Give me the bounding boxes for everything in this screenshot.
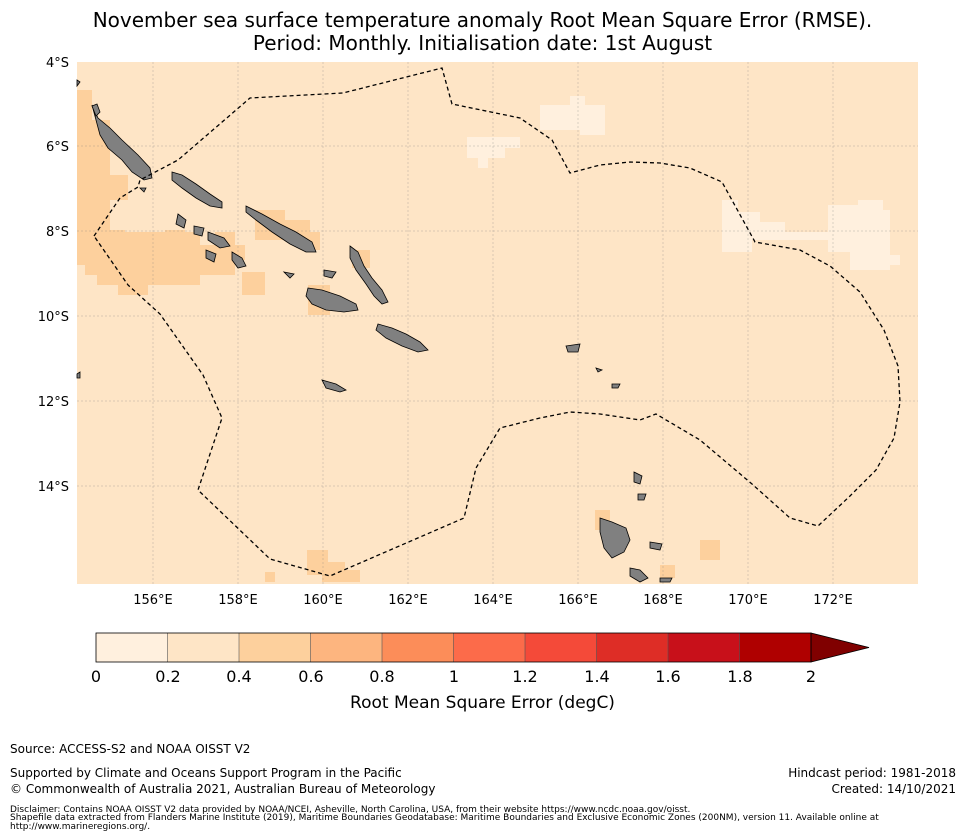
lon-label: 172°E — [813, 593, 853, 608]
latitude-labels: 4°S 6°S 8°S 10°S 12°S 14°S — [38, 56, 69, 495]
longitude-labels: 156°E 158°E 160°E 162°E 164°E 166°E 168°… — [133, 593, 853, 608]
colorbar-segment — [525, 633, 597, 662]
created-date: Created: 14/10/2021 — [831, 782, 956, 796]
colorbar-extend-arrow — [810, 632, 870, 663]
new-georgia-island — [175, 213, 187, 229]
bougainville-island — [91, 104, 153, 181]
colorbar-segment — [739, 633, 812, 662]
copyright-text: © Commonwealth of Australia 2021, Austra… — [10, 782, 436, 796]
colorbar-title: Root Mean Square Error (degC) — [350, 693, 615, 713]
colorbar-segment — [668, 633, 740, 662]
chart-subtitle: Period: Monthly. Initialisation date: 1s… — [252, 31, 713, 55]
santa-cruz-island — [565, 343, 581, 353]
lat-label: 12°S — [38, 395, 69, 410]
disclaimer-line-1: Disclaimer: Contains NOAA OISST V2 data … — [10, 805, 691, 815]
colorbar-segment — [596, 633, 669, 662]
colorbar-segment — [453, 633, 526, 662]
colorbar-segment — [310, 633, 383, 662]
lat-label: 6°S — [46, 140, 69, 155]
lon-label: 164°E — [473, 593, 513, 608]
colorbar-tick-label: 1.4 — [584, 667, 610, 686]
colorbar-tick-label: 1 — [448, 667, 460, 686]
gridlines — [77, 62, 918, 584]
lat-label: 8°S — [46, 225, 69, 240]
colorbar-tick-label: 1.6 — [655, 667, 681, 686]
land-masses — [76, 79, 673, 583]
source-text: Source: ACCESS-S2 and NOAA OISST V2 — [10, 742, 251, 756]
colorbar-segment — [96, 633, 168, 662]
choiseul-island — [171, 171, 223, 209]
chart-title: November sea surface temperature anomaly… — [92, 8, 873, 32]
colorbar — [95, 632, 870, 663]
colorbar-segment — [167, 633, 240, 662]
guadalcanal-island — [305, 287, 359, 313]
low-rmse-patches — [467, 96, 900, 270]
lat-label: 10°S — [38, 310, 69, 325]
colorbar-tick-label: 0.4 — [226, 667, 252, 686]
map-figure: 4°S 6°S 8°S 10°S 12°S 14°S 156°E 158°E 1… — [38, 56, 918, 663]
disclaimer-line-2: Shapefile data extracted from Flanders M… — [10, 813, 879, 823]
santa-isabel-island — [245, 205, 317, 253]
colorbar-tick-label: 0.6 — [298, 667, 324, 686]
support-text: Supported by Climate and Oceans Support … — [10, 766, 402, 780]
colorbar-tick-label: 0.2 — [155, 667, 181, 686]
colorbar-tick-label: 0 — [90, 667, 102, 686]
lon-label: 162°E — [388, 593, 428, 608]
colorbar-segment — [382, 633, 454, 662]
colorbar-tick-label: 1.2 — [512, 667, 538, 686]
lon-label: 166°E — [558, 593, 598, 608]
lon-label: 170°E — [728, 593, 768, 608]
lon-label: 156°E — [133, 593, 173, 608]
colorbar-tick-label: 1.8 — [727, 667, 753, 686]
espiritu-santo-island — [599, 517, 631, 559]
colorbar-segment — [239, 633, 311, 662]
lon-label: 160°E — [303, 593, 343, 608]
colorbar-tick-label: 0.8 — [369, 667, 395, 686]
lat-label: 14°S — [38, 480, 69, 495]
makira-island — [375, 323, 429, 353]
colorbar-border — [95, 632, 812, 663]
hindcast-period: Hindcast period: 1981-2018 — [788, 766, 956, 780]
malaita-island — [349, 245, 389, 305]
lon-label: 158°E — [218, 593, 258, 608]
lat-label: 4°S — [46, 56, 69, 71]
colorbar-tick-label: 2 — [805, 667, 817, 686]
disclaimer-line-3: http://www.marineregions.org/. — [10, 822, 151, 832]
lon-label: 168°E — [643, 593, 683, 608]
